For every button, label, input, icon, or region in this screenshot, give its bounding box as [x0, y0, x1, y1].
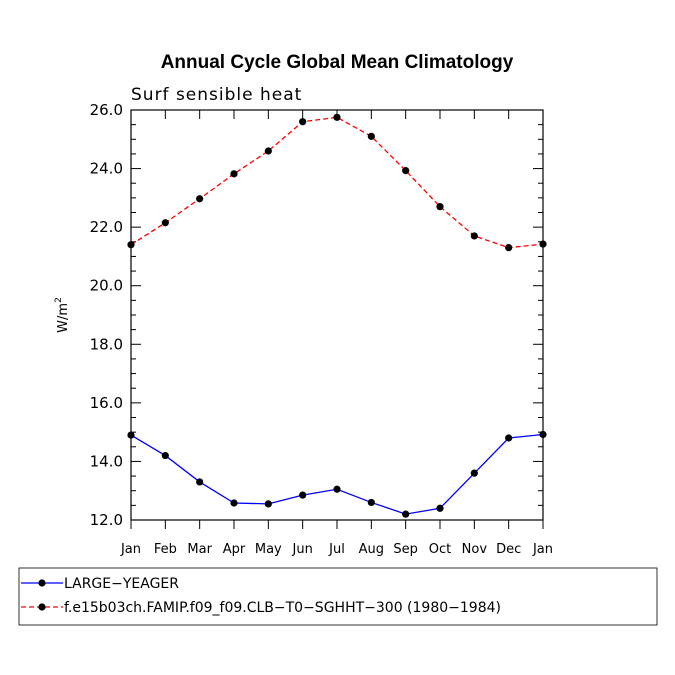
series-2-point — [470, 232, 478, 240]
series-1-point — [264, 500, 272, 508]
series-line-2 — [130, 116, 544, 249]
legend-marker-1 — [38, 579, 46, 587]
x-tick-label: Jul — [328, 542, 345, 557]
y-tick-label: 14.0 — [90, 452, 123, 470]
series-1-point — [402, 510, 410, 518]
series-1-point — [196, 478, 204, 486]
x-tick-label: Apr — [223, 542, 246, 557]
series-1-point — [333, 485, 341, 493]
y-tick-label: 22.0 — [90, 218, 123, 236]
series-2-point — [333, 113, 341, 121]
x-tick-label: Sep — [393, 542, 418, 557]
x-tick-labels: Jan Feb Mar Apr May Jun Jul Aug Sep Oct Nov Dec Jan — [120, 542, 553, 557]
legend-box — [18, 567, 658, 626]
series-1-point — [230, 499, 238, 507]
series-2-point — [127, 241, 135, 249]
legend-label-2: f.e15b03ch.FAMIP.f09_f09.CLB−T0−SGHHT−30… — [64, 600, 501, 616]
series-2-point — [299, 118, 307, 126]
series-1-point — [299, 491, 307, 499]
y-tick-label: 20.0 — [90, 277, 123, 295]
series-1-point — [367, 498, 375, 507]
series-1-point — [127, 431, 135, 439]
series-2-point — [539, 240, 547, 248]
y-tick-label: 24.0 — [90, 160, 123, 178]
series-layer — [127, 113, 547, 518]
x-tick-label: Feb — [154, 542, 177, 557]
plot-frame — [130, 109, 544, 521]
x-tick-label: Oct — [429, 542, 451, 557]
y-axis-label: W/m2 — [54, 297, 71, 333]
y-tick-labels: 12.0 14.0 16.0 18.0 20.0 22.0 24.0 26.0 — [90, 101, 123, 529]
y-tick-label: 16.0 — [90, 394, 123, 412]
x-tick-label: Jan — [532, 542, 553, 557]
series-1-point — [161, 451, 169, 460]
axis-ticks — [130, 109, 544, 529]
series-2-point — [264, 147, 272, 155]
series-2-point — [367, 132, 375, 140]
series-line-1 — [130, 433, 544, 515]
series-2-point — [161, 219, 169, 227]
x-tick-label: Nov — [462, 542, 488, 557]
series-1-point — [539, 430, 547, 439]
series-1-point — [505, 434, 513, 442]
x-tick-label: Aug — [359, 542, 384, 557]
chart-subtitle: Surf sensible heat — [131, 85, 302, 105]
x-tick-label: May — [255, 542, 282, 557]
series-2-point — [505, 244, 513, 252]
series-1-point — [436, 504, 444, 512]
x-tick-label: Jan — [120, 542, 141, 557]
series-2-point — [230, 170, 238, 178]
y-tick-label: 12.0 — [90, 511, 123, 529]
x-tick-label: Jun — [292, 542, 313, 557]
series-2-point — [402, 167, 410, 175]
y-tick-label: 18.0 — [90, 335, 123, 353]
series-2-point — [436, 203, 444, 211]
x-tick-label: Mar — [187, 542, 212, 557]
legend-marker-2 — [38, 603, 46, 611]
legend: LARGE−YEAGER f.e15b03ch.FAMIP.f09_f09.CLB… — [21, 576, 501, 616]
series-2-point — [196, 195, 204, 203]
chart-title: Annual Cycle Global Mean Climatology — [161, 52, 514, 73]
x-tick-label: Dec — [496, 542, 521, 557]
legend-label-1: LARGE−YEAGER — [64, 576, 179, 592]
series-1-point — [470, 469, 478, 477]
y-tick-label: 26.0 — [90, 101, 123, 119]
